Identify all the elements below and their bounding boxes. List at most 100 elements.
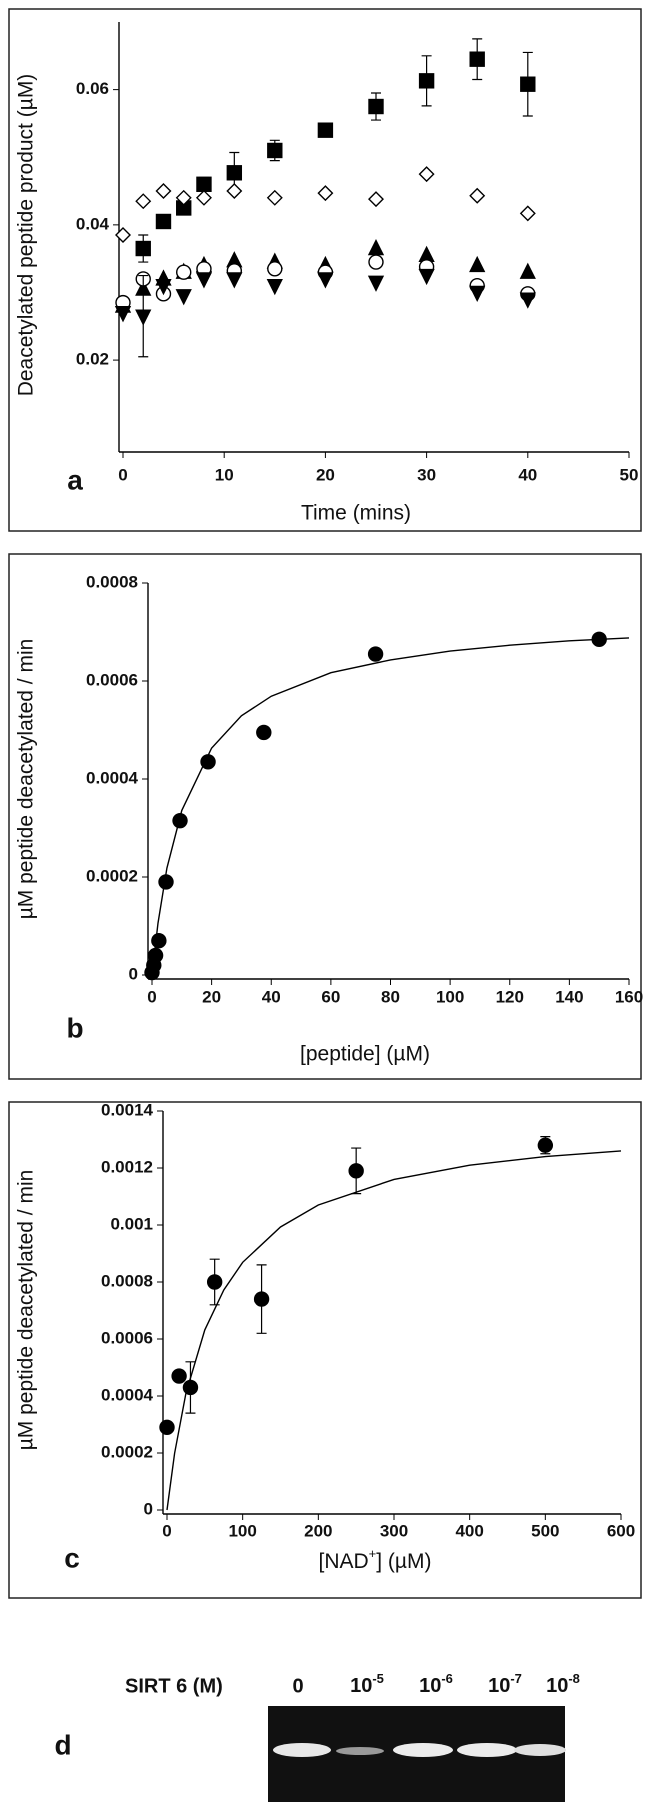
marker (520, 76, 536, 92)
x-tick-label: 80 (381, 987, 400, 1006)
lane-label-base: 10 (488, 1675, 510, 1697)
marker (182, 1379, 199, 1396)
marker (155, 183, 172, 200)
marker (196, 176, 212, 192)
x-tick-label: 60 (321, 987, 340, 1006)
x-tick-label: 100 (436, 987, 464, 1006)
marker (200, 754, 216, 770)
marker (469, 51, 485, 67)
lane-label-exp: -6 (441, 1671, 453, 1686)
marker (267, 261, 283, 277)
marker (591, 631, 607, 648)
marker (135, 193, 152, 210)
y-tick-label: 0.0002 (86, 866, 138, 885)
x-tick-label: 10 (215, 465, 234, 484)
marker (114, 306, 132, 323)
marker (519, 292, 536, 309)
y-tick-label: 0.0004 (86, 768, 139, 787)
y-axis-title: µM peptide deacetylated / min (15, 639, 38, 920)
marker (226, 183, 243, 200)
marker (172, 812, 188, 829)
marker (317, 272, 334, 289)
x-tick-label: 300 (380, 1521, 408, 1540)
gel-band (273, 1743, 331, 1757)
y-tick-label: 0.0008 (101, 1271, 153, 1290)
x-tick-label: 20 (202, 987, 221, 1006)
marker (469, 187, 486, 204)
marker (368, 98, 384, 115)
x-tick-label: 20 (316, 465, 335, 484)
x-tick-label: 50 (620, 465, 639, 484)
x-tick-label: 160 (615, 987, 643, 1006)
panel-frame (8, 553, 642, 1080)
marker (266, 279, 283, 296)
fit-curve (151, 637, 630, 976)
marker (367, 275, 385, 292)
y-tick-label: 0.0014 (101, 1100, 154, 1119)
lane-label: 10-8 (546, 1671, 580, 1697)
gel-band (514, 1744, 566, 1756)
marker (256, 724, 272, 741)
panel-frame (8, 8, 642, 532)
x-tick-label: 500 (531, 1521, 559, 1540)
y-tick-label: 0.001 (110, 1214, 153, 1233)
marker (151, 933, 167, 949)
marker (155, 279, 172, 296)
y-tick-label: 0.04 (76, 214, 110, 233)
x-tick-label: 200 (304, 1521, 332, 1540)
marker (206, 1274, 223, 1290)
y-tick-label: 0.0006 (101, 1328, 153, 1347)
x-tick-label: 40 (518, 465, 537, 484)
y-tick-label: 0.0002 (101, 1442, 153, 1461)
marker (368, 191, 384, 208)
marker (317, 185, 334, 202)
lane-label-base: 10 (419, 1675, 441, 1697)
marker (348, 1163, 364, 1179)
lane-label-base: 10 (350, 1675, 372, 1697)
x-tick-label: 140 (555, 987, 583, 1006)
marker (155, 213, 172, 230)
marker (158, 874, 174, 890)
lane-label-exp: -7 (510, 1671, 522, 1686)
y-axis-title: Deacetylated peptide product (µM) (15, 74, 38, 397)
x-axis-title: Time (mins) (301, 502, 411, 525)
marker (418, 73, 435, 89)
marker (519, 262, 536, 279)
y-tick-label: 0 (144, 1499, 153, 1518)
x-tick-label: 100 (228, 1521, 256, 1540)
marker (195, 272, 213, 289)
x-axis-title-part: ] (µM) (376, 1550, 431, 1573)
x-tick-label: 600 (607, 1521, 635, 1540)
marker (266, 189, 283, 206)
marker (135, 240, 151, 257)
lane-label: 10-7 (488, 1671, 522, 1697)
marker (519, 205, 536, 222)
y-tick-label: 0.0012 (101, 1157, 153, 1176)
marker (418, 166, 435, 183)
y-tick-label: 0.0004 (101, 1385, 154, 1404)
x-axis-title: [NAD+] (µM) (318, 1546, 431, 1573)
x-tick-label: 0 (147, 987, 156, 1006)
marker (147, 947, 164, 964)
x-tick-label: 0 (118, 465, 127, 484)
marker (176, 264, 192, 280)
panel-letter: c (64, 1542, 80, 1573)
x-tick-label: 30 (417, 465, 436, 484)
y-tick-label: 0.06 (76, 79, 109, 98)
panel-frame (8, 1101, 642, 1599)
x-tick-label: 400 (455, 1521, 483, 1540)
gel-band (393, 1743, 453, 1757)
x-tick-label: 40 (262, 987, 281, 1006)
gel-label: SIRT 6 (M) (125, 1675, 223, 1697)
x-tick-label: 0 (162, 1521, 171, 1540)
lane-label-exp: -5 (372, 1671, 384, 1686)
marker (195, 189, 212, 206)
marker (367, 238, 385, 256)
marker (469, 285, 486, 303)
panel-letter: a (67, 464, 83, 495)
panel-letter: d (54, 1729, 71, 1760)
marker (226, 272, 243, 289)
lane-label-exp: -8 (568, 1671, 580, 1686)
marker (317, 122, 334, 138)
